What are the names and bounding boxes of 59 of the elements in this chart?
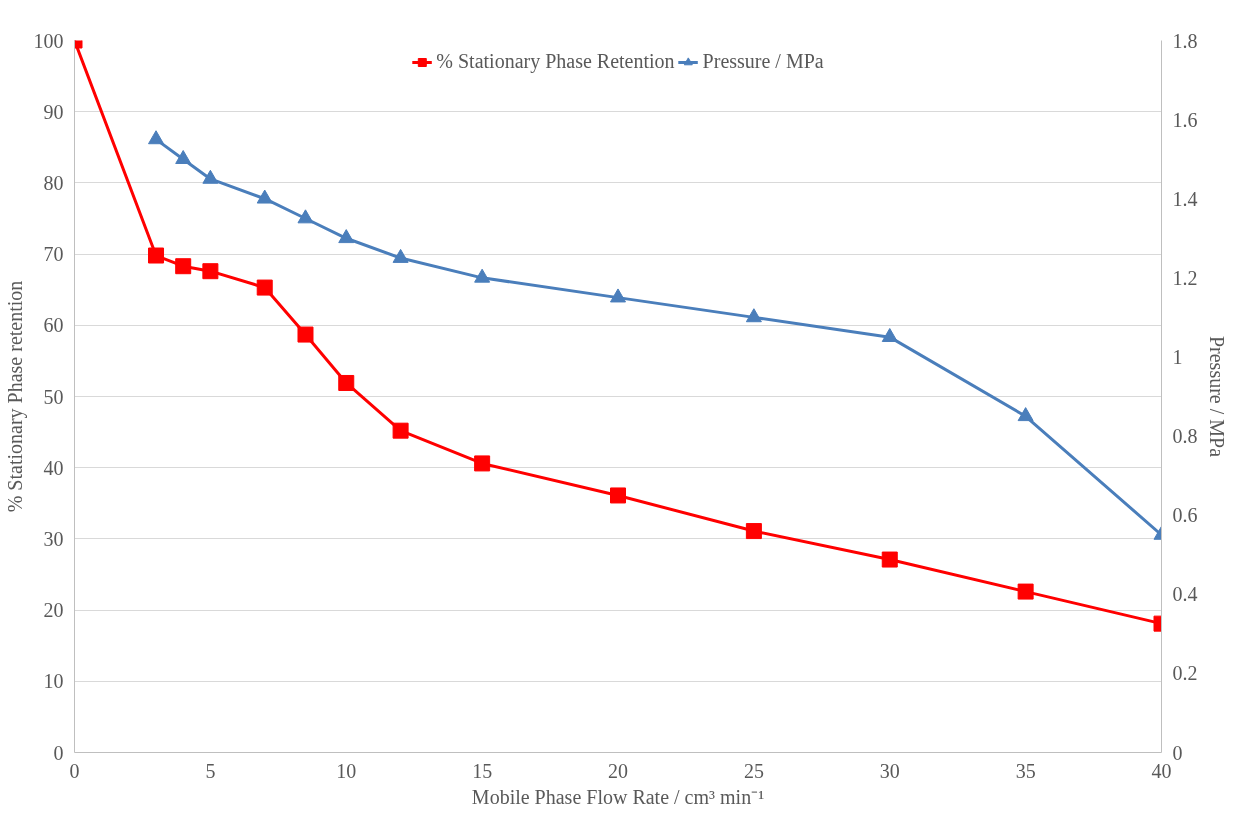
point bbox=[297, 326, 314, 343]
point bbox=[392, 422, 409, 439]
y-tick-label: 30 bbox=[43, 527, 64, 550]
point bbox=[202, 169, 219, 184]
legend-label: Pressure / MPa bbox=[702, 50, 824, 73]
y-tick-label: 80 bbox=[43, 171, 64, 194]
point bbox=[474, 455, 491, 472]
x-tick-label: 15 bbox=[472, 759, 493, 782]
point bbox=[1017, 583, 1034, 600]
y-tick-label: 70 bbox=[43, 243, 64, 266]
y2-tick-label: 0.2 bbox=[1172, 662, 1198, 685]
x-tick-label: 35 bbox=[1015, 759, 1036, 782]
x-axis-title: Mobile Phase Flow Rate / cm³ min⁻¹ bbox=[471, 785, 765, 808]
point bbox=[474, 268, 491, 283]
y-tick-label: 0 bbox=[53, 741, 64, 764]
point bbox=[610, 487, 626, 504]
point bbox=[745, 523, 762, 540]
x-tick-label: 25 bbox=[743, 759, 764, 782]
x-tick-label: 40 bbox=[1151, 759, 1172, 782]
x-tick-label: 20 bbox=[608, 759, 628, 782]
y-tick-label: 90 bbox=[43, 100, 64, 123]
point bbox=[1017, 407, 1034, 422]
y2-tick-label: 1.4 bbox=[1172, 187, 1198, 210]
y2-tick-label: 1.2 bbox=[1172, 266, 1198, 289]
point bbox=[338, 374, 355, 391]
y-tick-label: 10 bbox=[43, 670, 64, 693]
point bbox=[202, 263, 219, 280]
point bbox=[256, 279, 273, 296]
x-tick-label: 0 bbox=[69, 759, 80, 782]
point bbox=[610, 288, 626, 303]
point bbox=[297, 209, 314, 224]
x-tick-label: 10 bbox=[336, 759, 357, 782]
y2-axis-title: Pressure / MPa bbox=[1205, 335, 1228, 458]
y2-tick-label: 0 bbox=[1172, 741, 1183, 764]
point bbox=[338, 229, 355, 244]
point bbox=[392, 248, 409, 263]
legend-label: % Stationary Phase Retention bbox=[436, 50, 675, 73]
point bbox=[881, 328, 898, 342]
x-tick-label: 5 bbox=[205, 759, 216, 782]
x-tick-label: 30 bbox=[879, 759, 900, 782]
y-tick-label: 40 bbox=[43, 456, 64, 479]
point bbox=[256, 189, 273, 204]
y2-tick-label: 0.4 bbox=[1172, 583, 1198, 606]
y-tick-label: 50 bbox=[43, 385, 64, 408]
point bbox=[148, 130, 165, 145]
y-tick-label: 100 bbox=[33, 29, 64, 52]
point bbox=[175, 258, 192, 275]
y2-tick-label: 0.6 bbox=[1172, 504, 1198, 527]
y2-tick-label: 1.6 bbox=[1172, 108, 1198, 131]
point bbox=[745, 308, 762, 323]
point bbox=[175, 150, 192, 164]
y2-tick-label: 1 bbox=[1172, 345, 1183, 368]
point bbox=[881, 551, 898, 568]
y-axis-title: % Stationary Phase retention bbox=[3, 280, 27, 513]
y2-tick-label: 1.8 bbox=[1172, 29, 1198, 52]
y-tick-label: 60 bbox=[43, 314, 64, 337]
y-tick-label: 20 bbox=[43, 599, 64, 622]
y2-tick-label: 0.8 bbox=[1172, 425, 1198, 448]
point bbox=[148, 247, 165, 264]
